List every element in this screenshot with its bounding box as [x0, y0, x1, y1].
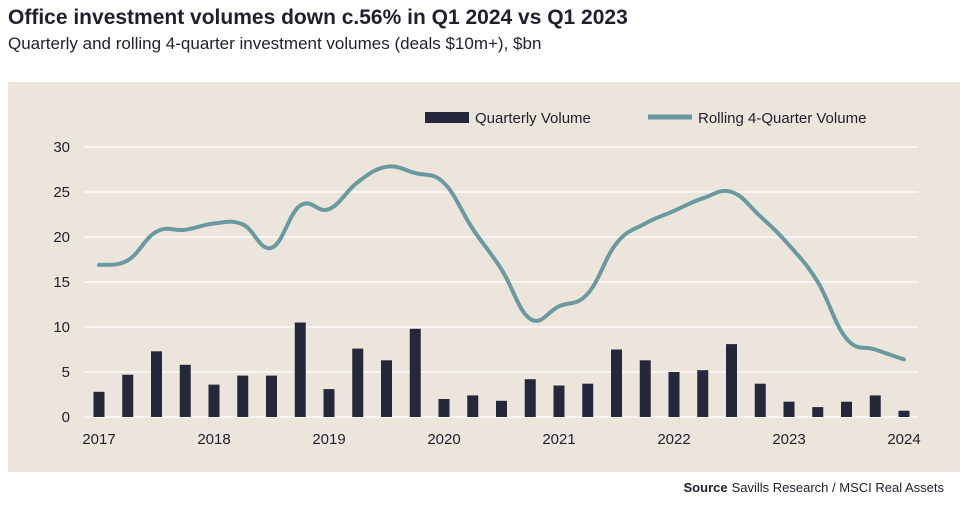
line-rolling-volume: [97, 164, 906, 362]
line-path-rolling-volume: [97, 164, 906, 362]
source-text: Savills Research / MSCI Real Assets: [731, 480, 944, 495]
legend-label-rolling-volume: Rolling 4-Quarter Volume: [698, 110, 866, 127]
x-tick-label: 2018: [197, 431, 230, 448]
chart-subtitle: Quarterly and rolling 4-quarter investme…: [8, 34, 542, 53]
bar-quarterly-volume: [122, 374, 134, 417]
bar-quarterly-volume: [639, 360, 651, 417]
bar-quarterly-volume: [237, 375, 249, 417]
x-tick-label: 2020: [427, 431, 460, 448]
source-label: Source: [683, 480, 728, 495]
chart-title: Office investment volumes down c.56% in …: [8, 6, 628, 29]
x-tick-label: 2021: [542, 431, 575, 448]
bar-quarterly-volume: [381, 360, 392, 417]
source-note: Source Savills Research / MSCI Real Asset…: [684, 480, 944, 495]
bar-quarterly-volume: [352, 348, 364, 417]
legend: Quarterly Volume Rolling 4-Quarter Volum…: [425, 110, 866, 127]
bar-quarterly-volume: [266, 375, 277, 417]
bar-quarterly-volume: [294, 322, 306, 417]
bar-quarterly-volume: [869, 395, 881, 417]
bar-quarterly-volume: [524, 379, 536, 417]
grid-layer: [84, 146, 918, 418]
y-tick-label: 0: [62, 409, 70, 426]
bar-quarterly-volume: [697, 370, 709, 417]
bar-quarterly-volume: [496, 400, 507, 417]
y-axis-ticks: 0 5 10 15 20 25 30: [53, 139, 70, 426]
x-axis-ticks: 2017 2018 2019 2020 2021 2022 2023 2024: [82, 431, 920, 448]
bar-quarterly-volume: [754, 383, 766, 417]
bar-quarterly-volume: [898, 410, 910, 417]
y-tick-label: 30: [53, 139, 70, 156]
y-tick-label: 20: [53, 229, 70, 246]
bar-quarterly-volume: [726, 344, 737, 417]
bars-quarterly-volume: [93, 322, 910, 417]
bar-quarterly-volume: [179, 364, 191, 417]
y-tick-label: 10: [53, 319, 70, 336]
bar-quarterly-volume: [208, 384, 220, 417]
x-tick-label: 2024: [887, 431, 920, 448]
bar-quarterly-volume: [438, 399, 450, 417]
bar-quarterly-volume: [553, 385, 565, 417]
bar-quarterly-volume: [582, 383, 594, 417]
bar-quarterly-volume: [467, 395, 479, 417]
x-tick-label: 2019: [312, 431, 345, 448]
bar-quarterly-volume: [93, 391, 105, 417]
bar-quarterly-volume: [611, 349, 622, 417]
x-tick-label: 2022: [657, 431, 690, 448]
legend-label-quarterly-volume: Quarterly Volume: [475, 110, 591, 127]
bar-quarterly-volume: [409, 328, 421, 417]
bar-quarterly-volume: [812, 407, 824, 417]
y-tick-label: 25: [53, 184, 70, 201]
legend-swatch-quarterly-volume: [425, 112, 469, 123]
bar-quarterly-volume: [323, 389, 335, 417]
bar-quarterly-volume: [841, 401, 852, 417]
x-tick-label: 2023: [772, 431, 805, 448]
y-tick-label: 5: [62, 364, 70, 381]
bar-quarterly-volume: [151, 351, 162, 417]
x-tick-label: 2017: [82, 431, 115, 448]
bar-quarterly-volume: [783, 401, 795, 417]
bar-quarterly-volume: [668, 372, 680, 417]
y-tick-label: 15: [53, 274, 70, 291]
